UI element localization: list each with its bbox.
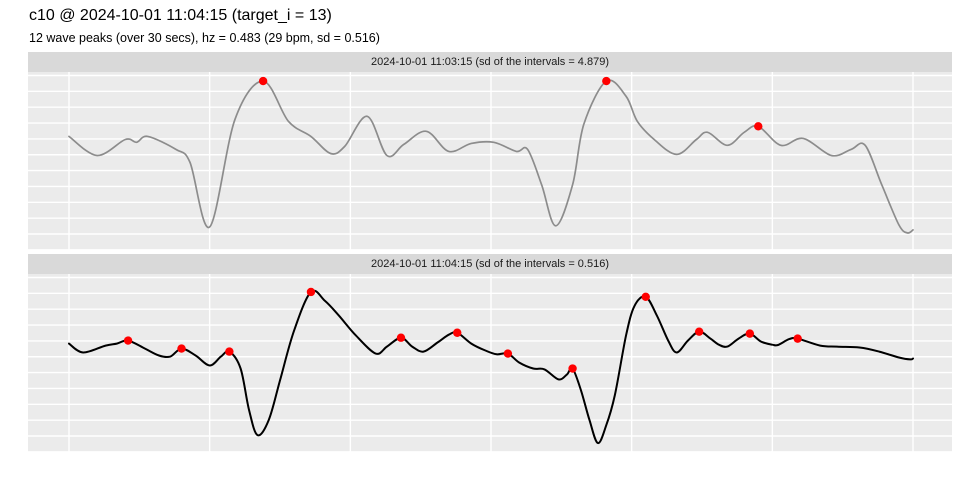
- peak-marker-dot: [641, 292, 650, 301]
- peak-marker-dot: [123, 336, 133, 345]
- facet-panel-top: 2024-10-01 11:03:15 (sd of the intervals…: [28, 52, 952, 250]
- plot-panel-top: [28, 72, 952, 250]
- peak-marker-dot: [568, 364, 577, 373]
- peak-marker-dot: [694, 327, 704, 336]
- peak-marker-dot: [258, 76, 268, 86]
- facet-panel-bottom: 2024-10-01 11:04:15 (sd of the intervals…: [28, 254, 952, 452]
- peak-marker-dot: [225, 347, 234, 356]
- waveform-chart-bottom: [28, 274, 952, 452]
- waveform-line: [68, 79, 914, 234]
- peak-marker-dot: [754, 122, 763, 131]
- peak-marker-dot: [602, 76, 611, 86]
- peak-marker-dot: [745, 329, 755, 338]
- peak-marker-dot: [793, 334, 802, 343]
- facet-strip-title-bottom: 2024-10-01 11:04:15 (sd of the intervals…: [28, 254, 952, 274]
- page-title: c10 @ 2024-10-01 11:04:15 (target_i = 13…: [29, 7, 332, 24]
- page-subtitle: 12 wave peaks (over 30 secs), hz = 0.483…: [29, 31, 380, 45]
- plot-panel-bottom: [28, 274, 952, 452]
- waveform-chart-top: [28, 72, 952, 250]
- peak-marker-dot: [396, 333, 406, 342]
- peak-marker-dot: [453, 328, 462, 337]
- peak-marker-dot: [177, 344, 186, 353]
- peak-marker-dot: [503, 349, 513, 358]
- facet-strip-title-top: 2024-10-01 11:03:15 (sd of the intervals…: [28, 52, 952, 72]
- peak-marker-dot: [306, 287, 316, 297]
